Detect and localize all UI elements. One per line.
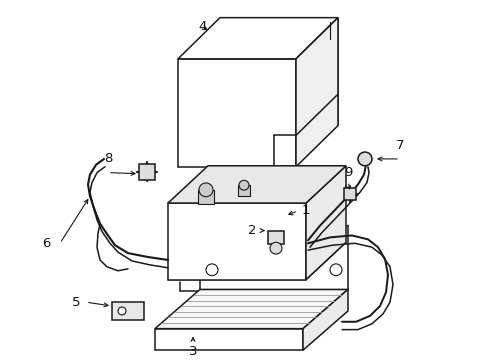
Polygon shape: [295, 18, 337, 126]
Polygon shape: [178, 59, 295, 167]
Polygon shape: [112, 302, 143, 320]
Text: 8: 8: [103, 152, 112, 165]
Polygon shape: [305, 166, 346, 280]
Polygon shape: [295, 18, 337, 167]
Polygon shape: [155, 329, 303, 350]
Circle shape: [357, 152, 371, 166]
Circle shape: [205, 264, 218, 276]
Polygon shape: [238, 185, 249, 196]
Polygon shape: [139, 164, 155, 180]
Text: 9: 9: [343, 166, 351, 179]
Circle shape: [199, 183, 213, 197]
Polygon shape: [267, 230, 284, 244]
Text: 5: 5: [72, 296, 81, 309]
Circle shape: [269, 242, 282, 254]
Polygon shape: [200, 226, 347, 289]
Polygon shape: [155, 289, 347, 329]
Text: 6: 6: [42, 237, 50, 250]
Polygon shape: [343, 188, 355, 200]
Polygon shape: [168, 242, 346, 280]
Text: 7: 7: [395, 139, 404, 152]
Text: 4: 4: [199, 20, 207, 33]
Circle shape: [239, 180, 248, 190]
Circle shape: [118, 307, 126, 315]
Circle shape: [329, 264, 341, 276]
Polygon shape: [168, 203, 305, 280]
Polygon shape: [303, 289, 347, 350]
Text: 2: 2: [247, 224, 256, 237]
Polygon shape: [198, 190, 214, 203]
Polygon shape: [178, 18, 337, 59]
Text: 3: 3: [188, 345, 197, 358]
Text: 1: 1: [302, 204, 310, 217]
Polygon shape: [168, 166, 346, 203]
